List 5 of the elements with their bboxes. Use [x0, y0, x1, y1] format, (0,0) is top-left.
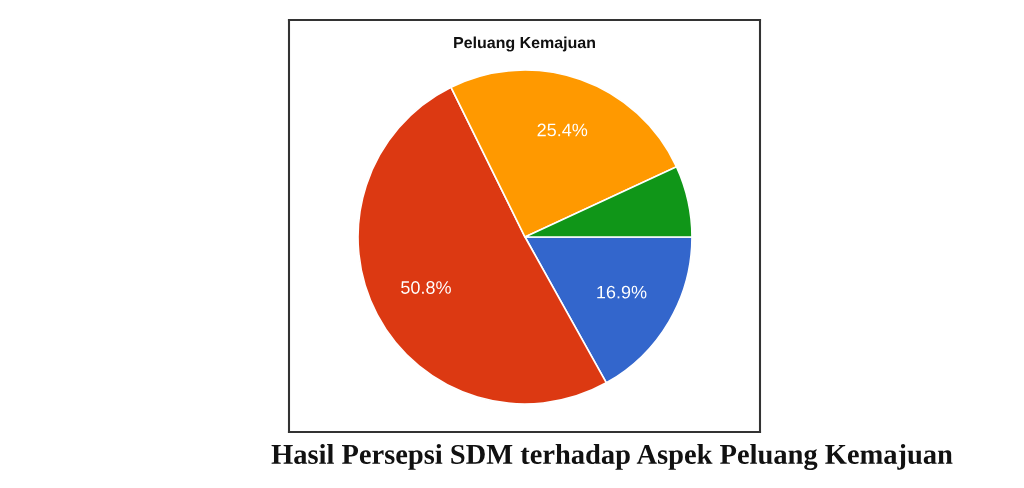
data-label: 25.4%: [537, 123, 588, 137]
chart-title: Peluang Kemajuan: [454, 36, 595, 52]
text: Hasil Persepsi SDM terhadap Aspek Peluang Kemajuan: [271, 443, 953, 471]
data-label: 50.8%: [401, 281, 451, 294]
data-label: 16.9%: [597, 285, 647, 299]
